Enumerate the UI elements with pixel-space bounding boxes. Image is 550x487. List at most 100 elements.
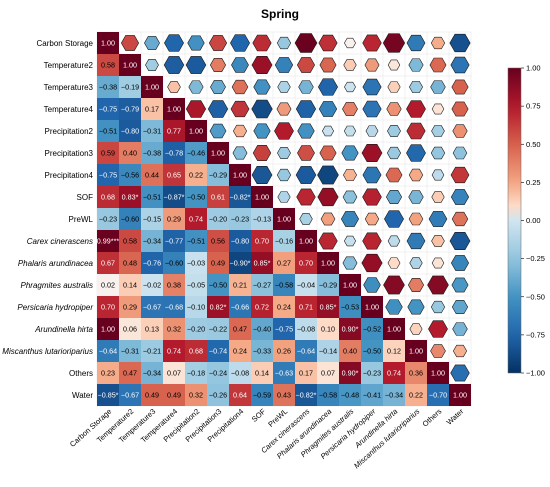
heatmap-cell-label: 0.40	[343, 347, 357, 356]
heatmap-cell	[119, 362, 141, 384]
heatmap-cell-label: 1.00	[233, 171, 247, 180]
heatmap-cell	[119, 120, 141, 142]
heatmap-cell-label: 0.56	[211, 237, 225, 246]
heatmap-hexagon	[210, 80, 226, 94]
heatmap-hexagon	[276, 102, 292, 116]
heatmap-cell-label: −0.02	[143, 281, 161, 290]
heatmap-cell	[97, 230, 119, 252]
heatmap-cell-label: 0.40	[123, 149, 137, 158]
heatmap-cell	[229, 208, 251, 230]
heatmap-hexagon	[341, 145, 359, 161]
heatmap-cell-label: −0.63	[275, 369, 293, 378]
heatmap-hexagon	[450, 364, 470, 382]
heatmap-cell	[339, 296, 361, 318]
heatmap-cell-label: 0.83*	[122, 193, 139, 202]
heatmap-cell-label: 0.70	[101, 303, 115, 312]
heatmap-hexagon	[340, 211, 360, 227]
heatmap-hexagon	[406, 144, 426, 162]
heatmap-cell-label: −0.34	[143, 369, 161, 378]
heatmap-cell	[339, 340, 361, 362]
heatmap-cell	[185, 296, 207, 318]
heatmap-cell-label: 0.32	[167, 325, 181, 334]
row-label: Arundinella hirta	[34, 325, 93, 334]
heatmap-cell-label: 0.99***	[97, 237, 120, 246]
heatmap-cell	[207, 384, 229, 406]
heatmap-hexagon	[430, 36, 446, 50]
heatmap-cell	[163, 98, 185, 120]
heatmap-cell-label: 0.36	[409, 369, 423, 378]
colorbar-tick-label: 0.00	[526, 216, 541, 225]
heatmap-cell-label: −0.33	[253, 347, 271, 356]
heatmap-cell-label: −0.20	[187, 325, 205, 334]
heatmap-cell	[383, 362, 405, 384]
heatmap-hexagon	[430, 344, 446, 358]
heatmap-cell	[251, 230, 273, 252]
heatmap-hexagon	[450, 166, 470, 184]
heatmap-cell	[185, 142, 207, 164]
heatmap-hexagon	[343, 59, 357, 71]
colorbar-tick-label: 1.00	[526, 64, 541, 73]
heatmap-hexagon	[251, 99, 273, 119]
heatmap-cell	[251, 252, 273, 274]
heatmap-cell	[295, 274, 317, 296]
heatmap-hexagon	[428, 210, 448, 228]
heatmap-cell-label: 0.65	[167, 171, 181, 180]
row-label: Persicaria hydropiper	[17, 303, 93, 312]
heatmap-cell-label: −0.75	[275, 325, 293, 334]
heatmap-hexagon	[386, 102, 402, 116]
row-label: PreWL	[69, 215, 94, 224]
heatmap-hexagon	[317, 187, 339, 207]
heatmap-hexagon	[362, 100, 382, 118]
heatmap-hexagon	[362, 188, 382, 206]
heatmap-cell-label: −0.59	[253, 391, 271, 400]
heatmap-cell	[185, 120, 207, 142]
heatmap-hexagon	[120, 35, 140, 51]
heatmap-hexagon	[251, 166, 273, 184]
heatmap-cell	[427, 384, 449, 406]
heatmap-cell	[273, 384, 295, 406]
heatmap-cell-label: 0.68	[101, 193, 115, 202]
heatmap-cell-label: 0.72	[255, 303, 269, 312]
heatmap-cell	[229, 186, 251, 208]
heatmap-cell-label: −0.29	[319, 281, 337, 290]
heatmap-cell-label: 0.59	[101, 149, 115, 158]
heatmap-cell-label: 1.00	[255, 193, 269, 202]
heatmap-cell-label: 1.00	[321, 259, 335, 268]
heatmap-hexagon	[342, 102, 358, 116]
heatmap-cell	[229, 340, 251, 362]
heatmap-cell	[185, 208, 207, 230]
heatmap-cell	[119, 142, 141, 164]
heatmap-cell-label: −0.40	[253, 325, 271, 334]
row-label: Temperature3	[44, 83, 94, 92]
heatmap-hexagon	[277, 191, 291, 203]
heatmap-cell	[405, 340, 427, 362]
heatmap-hexagon	[451, 211, 469, 227]
heatmap-cell-label: 0.64	[233, 391, 247, 400]
heatmap-cell-label: 0.23	[101, 369, 115, 378]
heatmap-hexagon	[406, 100, 426, 118]
heatmap-cell	[361, 384, 383, 406]
heatmap-cell	[317, 362, 339, 384]
heatmap-cell	[141, 230, 163, 252]
heatmap-hexagon	[452, 344, 468, 358]
heatmap-hexagon	[449, 232, 471, 250]
heatmap-cell	[251, 384, 273, 406]
heatmap-cell-label: −0.74	[209, 347, 227, 356]
heatmap-cell-label: 0.67	[101, 259, 115, 268]
heatmap-cell	[97, 362, 119, 384]
heatmap-cell	[141, 274, 163, 296]
heatmap-cell-label: −0.29	[209, 171, 227, 180]
heatmap-hexagon	[431, 257, 445, 269]
heatmap-cell	[185, 230, 207, 252]
heatmap-cell	[273, 230, 295, 252]
heatmap-hexagon	[252, 34, 272, 52]
heatmap-cell	[207, 164, 229, 186]
heatmap-hexagon	[406, 232, 426, 250]
heatmap-cell-label: 0.68	[189, 347, 203, 356]
row-label: Carbon Storage	[37, 39, 94, 48]
heatmap-cell	[207, 142, 229, 164]
heatmap-cell-label: −0.85*	[98, 391, 119, 400]
row-label: Temperature2	[44, 61, 94, 70]
heatmap-hexagon	[295, 166, 317, 184]
heatmap-cell	[273, 208, 295, 230]
